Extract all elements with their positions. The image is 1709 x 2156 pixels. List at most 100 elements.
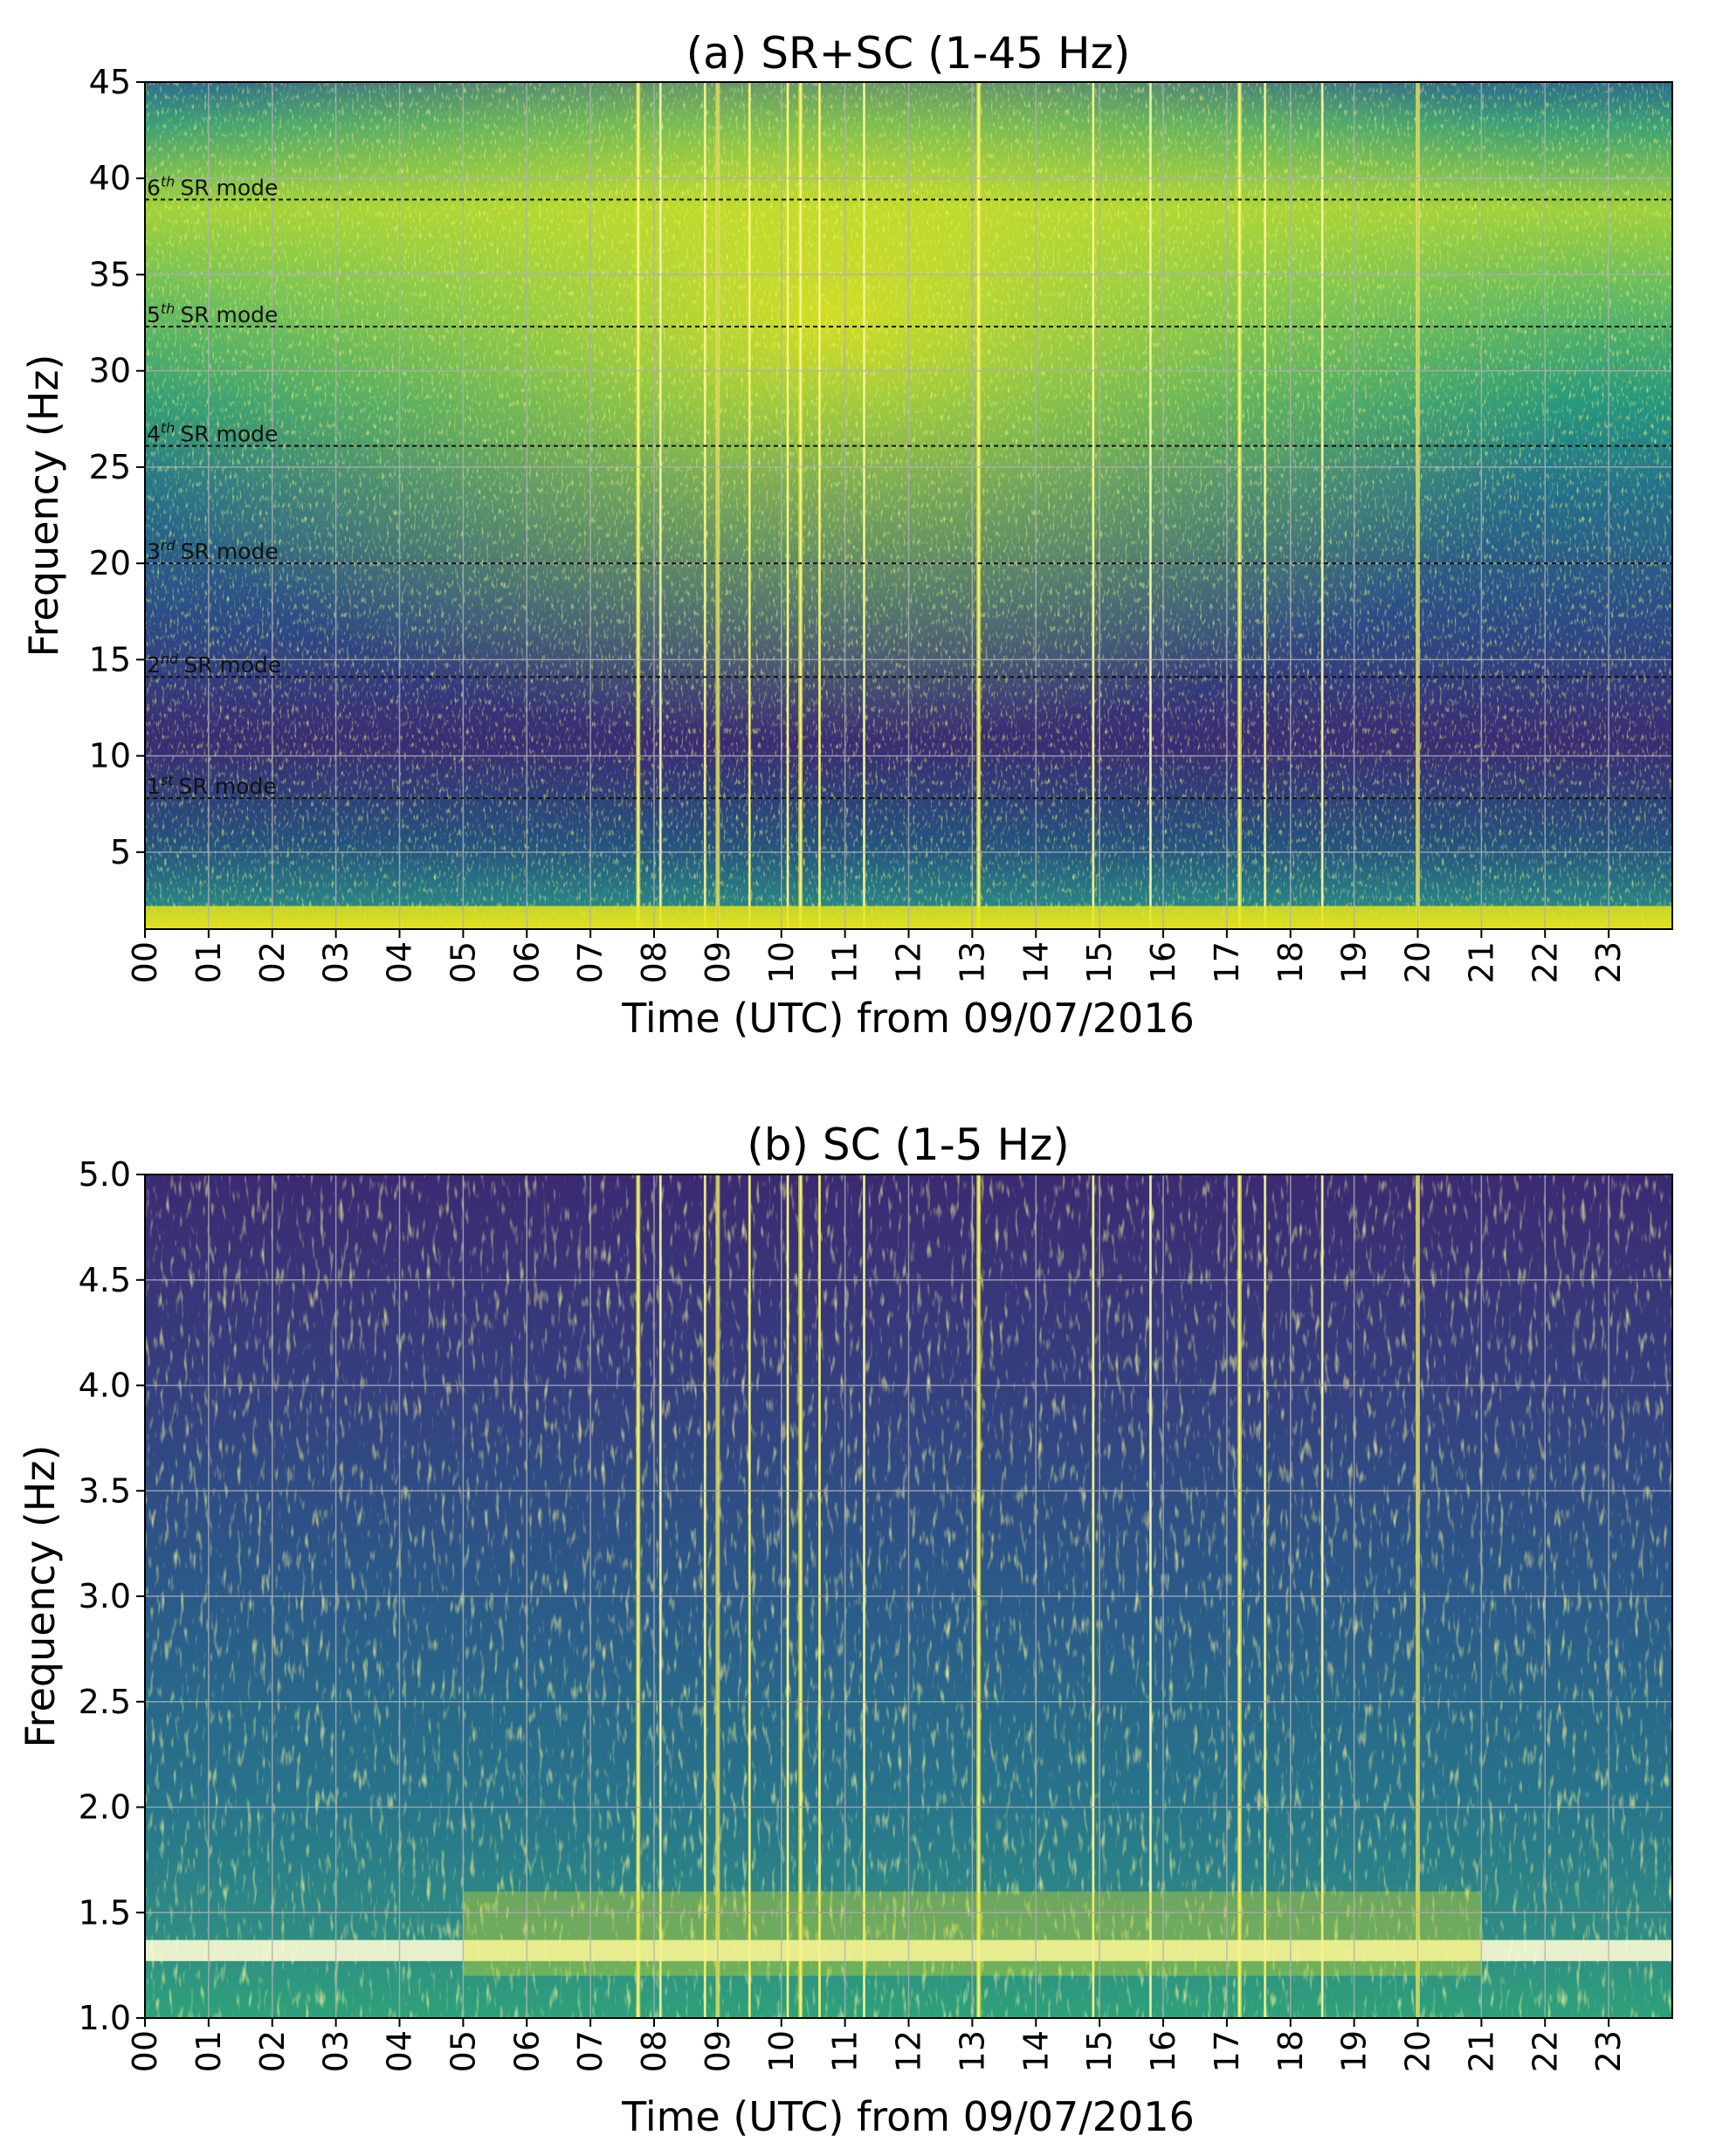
- panel-b-x-label: Time (UTC) from 09/07/2016: [621, 2093, 1195, 2140]
- y-tick-label: 2.5: [79, 1683, 131, 1721]
- y-tick-label: 1.5: [79, 1893, 131, 1932]
- sr-mode-suffix: th: [161, 420, 175, 437]
- panel-b-y-label: Frequency (Hz): [17, 1445, 64, 1748]
- x-tick-label: 21: [1462, 941, 1500, 983]
- x-tick-label: 21: [1462, 2030, 1500, 2072]
- panel-b-title: (b) SC (1-5 Hz): [747, 1119, 1070, 1170]
- sr-mode-ordinal: 2: [147, 652, 161, 678]
- panel-b: (b) SC (1-5 Hz) 00 01 02 03 04 05 06 07 08 09 10 11…: [17, 1119, 1673, 2140]
- y-tick-label: 15: [89, 640, 131, 678]
- sr-mode-suffix: rd: [161, 537, 176, 554]
- sr-mode-label: 5th SR mode: [147, 300, 278, 327]
- x-tick-label: 12: [890, 2030, 928, 2072]
- x-tick-label: 17: [1208, 941, 1246, 983]
- y-tick-label: 30: [89, 352, 131, 390]
- sr-mode-ordinal: 5: [147, 302, 161, 327]
- y-tick-label: 2.0: [79, 1788, 131, 1827]
- x-tick-label: 22: [1526, 941, 1564, 983]
- x-tick-label: 16: [1144, 2030, 1182, 2072]
- y-tick-label: 5.0: [79, 1155, 131, 1194]
- y-tick-label: 1.0: [79, 1999, 131, 2037]
- y-tick-label: 10: [89, 737, 131, 775]
- x-tick-label: 02: [253, 2030, 292, 2072]
- x-tick-label: 19: [1335, 2030, 1374, 2072]
- y-tick-label: 35: [89, 255, 131, 293]
- burst-core: [799, 82, 802, 929]
- y-tick-label: 25: [89, 448, 131, 486]
- x-tick-label: 12: [890, 941, 928, 983]
- x-tick-label: 23: [1589, 2030, 1628, 2072]
- burst-core: [659, 82, 662, 929]
- x-tick-label: 11: [826, 941, 865, 983]
- sr-mode-label: 3rd SR mode: [147, 537, 279, 564]
- x-tick-label: 06: [507, 941, 546, 983]
- panel-b-y-ticks: 1.0 1.5 2.0 2.5 3.0 3.5 4.0 4.5 5.0: [79, 1155, 145, 2037]
- x-tick-label: 07: [571, 941, 610, 983]
- x-tick-label: 17: [1208, 2030, 1246, 2072]
- panel-a-x-label: Time (UTC) from 09/07/2016: [621, 995, 1195, 1042]
- x-tick-label: 10: [762, 2030, 801, 2072]
- burst-core: [787, 82, 789, 929]
- x-tick-label: 20: [1399, 941, 1437, 983]
- sr-mode-text: SR mode: [180, 422, 278, 447]
- sr-mode-ordinal: 3: [147, 539, 161, 564]
- sr-mode-label: 6th SR mode: [147, 173, 278, 200]
- x-tick-label: 09: [699, 941, 737, 983]
- x-tick-label: 16: [1144, 941, 1182, 983]
- x-tick-label: 10: [762, 941, 801, 983]
- y-tick-label: 3.5: [79, 1471, 131, 1510]
- sr-mode-ordinal: 6: [147, 175, 161, 200]
- burst-core: [1092, 82, 1094, 929]
- panel-b-x-ticks: 00 01 02 03 04 05 06 07 08 09 10 11 12 13 14 15 16 17 18 19…: [126, 2018, 1628, 2072]
- y-tick-label: 40: [89, 159, 131, 197]
- sr-mode-suffix: st: [161, 772, 174, 789]
- panel-b-plot-area: [145, 1174, 1672, 2018]
- panel-a-title: (a) SR+SC (1-45 Hz): [686, 28, 1131, 79]
- x-tick-label: 08: [635, 941, 673, 983]
- burst-core: [1264, 82, 1266, 929]
- burst-core: [704, 82, 706, 929]
- x-tick-label: 07: [571, 2030, 610, 2072]
- sr-mode-text: SR mode: [179, 774, 277, 799]
- burst-core: [863, 82, 865, 929]
- x-tick-label: 14: [1016, 2030, 1055, 2072]
- panel-a-grid: [145, 82, 1672, 929]
- panel-a-x-ticks: 00 01 02 03 04 05 06 07 08 09 10 11 12 13 14 15 16 17 18 19…: [126, 929, 1628, 983]
- x-tick-label: 05: [444, 941, 482, 983]
- burst-core: [637, 82, 639, 929]
- x-tick-label: 01: [190, 941, 228, 983]
- burst-core: [1321, 82, 1324, 929]
- x-tick-label: 03: [317, 941, 355, 983]
- x-tick-label: 01: [190, 2030, 228, 2072]
- x-tick-label: 09: [699, 2030, 737, 2072]
- x-tick-label: 22: [1526, 2030, 1564, 2072]
- sr-mode-suffix: th: [161, 300, 175, 317]
- y-tick-label: 5: [110, 833, 131, 871]
- x-tick-label: 15: [1080, 941, 1119, 983]
- burst-core: [1238, 82, 1241, 929]
- burst-core: [818, 82, 821, 929]
- sr-mode-text: SR mode: [180, 175, 278, 200]
- x-tick-label: 00: [126, 2030, 164, 2072]
- sr-mode-label: 4th SR mode: [147, 420, 278, 447]
- burst-core: [977, 82, 980, 929]
- x-tick-label: 03: [317, 2030, 355, 2072]
- sr-mode-ordinal: 4: [147, 422, 161, 447]
- x-tick-label: 14: [1016, 941, 1055, 983]
- sr-mode-suffix: th: [161, 173, 175, 189]
- y-tick-label: 45: [89, 63, 131, 101]
- x-tick-label: 15: [1080, 2030, 1119, 2072]
- x-tick-label: 00: [126, 941, 164, 983]
- x-tick-label: 04: [381, 941, 419, 983]
- sr-mode-suffix: nd: [161, 651, 179, 667]
- x-tick-label: 04: [381, 2030, 419, 2072]
- x-tick-label: 13: [953, 941, 991, 983]
- x-tick-label: 13: [953, 2030, 991, 2072]
- x-tick-label: 06: [507, 2030, 546, 2072]
- panel-a-y-ticks: 5 10 15 20 25 30 35 40 45: [89, 63, 145, 871]
- y-tick-label: 4.0: [79, 1367, 131, 1405]
